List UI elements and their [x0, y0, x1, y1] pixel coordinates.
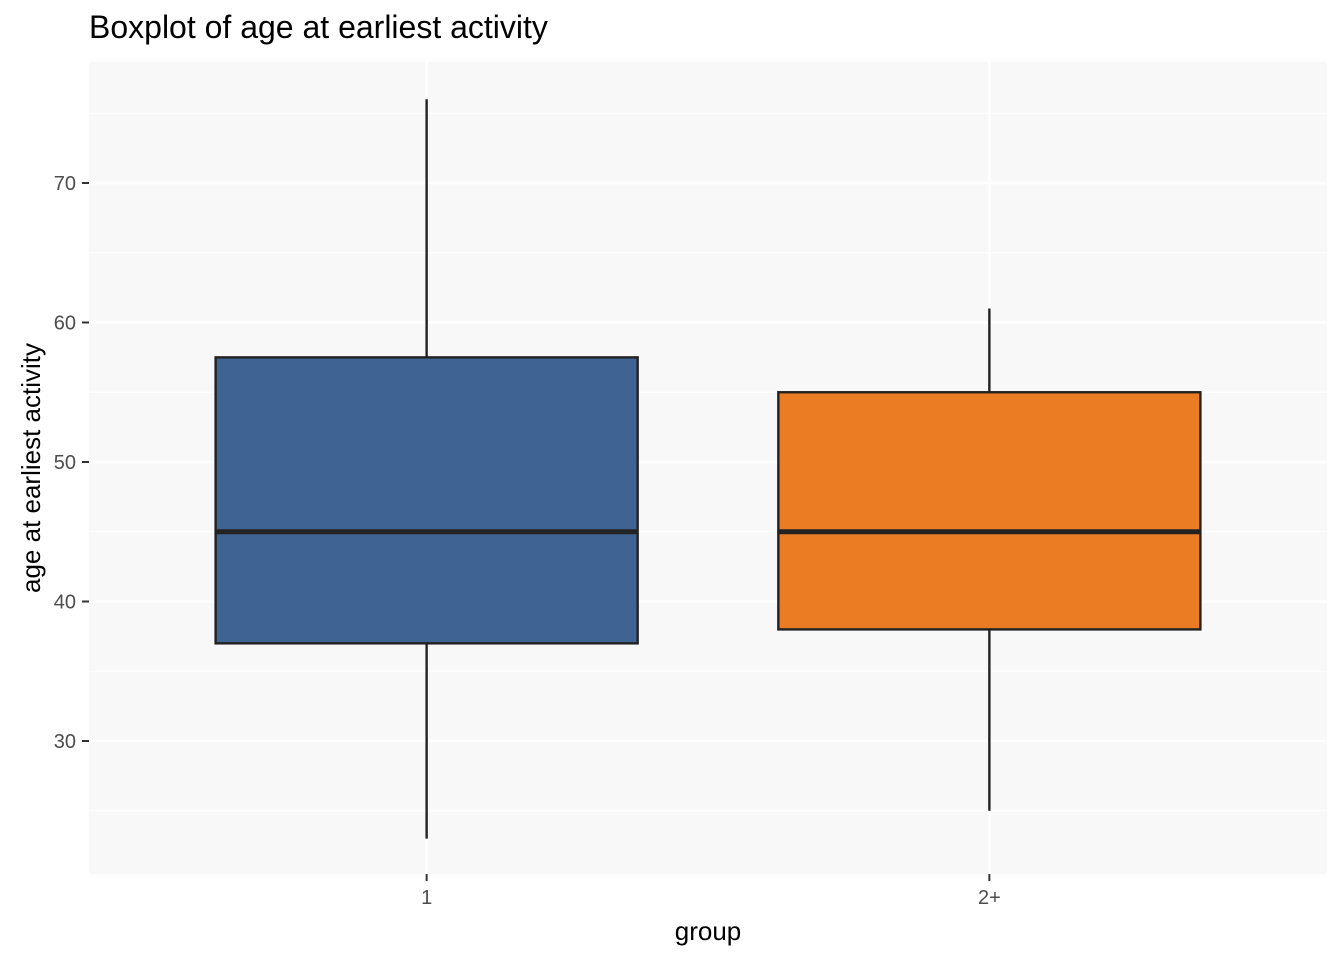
y-tick-label: 60	[54, 313, 76, 335]
box-2	[777, 308, 1202, 811]
y-tick-label: 40	[54, 592, 76, 614]
chart-title: Boxplot of age at earliest activity	[89, 9, 548, 45]
box-iqr	[777, 391, 1202, 631]
y-axis-title: age at earliest activity	[16, 343, 46, 593]
x-tick-label: 2+	[978, 887, 1001, 909]
boxes-layer	[214, 99, 1202, 839]
x-tick-label: 1	[421, 887, 432, 909]
y-tick-label: 70	[54, 173, 76, 195]
y-tick-label: 30	[54, 731, 76, 753]
y-axis: 30 40 50 60 70	[54, 173, 89, 753]
x-axis-title: group	[675, 916, 742, 946]
box-iqr	[214, 356, 639, 645]
box-1	[214, 99, 639, 839]
x-axis: 1 2+	[421, 874, 1001, 909]
y-tick-label: 50	[54, 452, 76, 474]
